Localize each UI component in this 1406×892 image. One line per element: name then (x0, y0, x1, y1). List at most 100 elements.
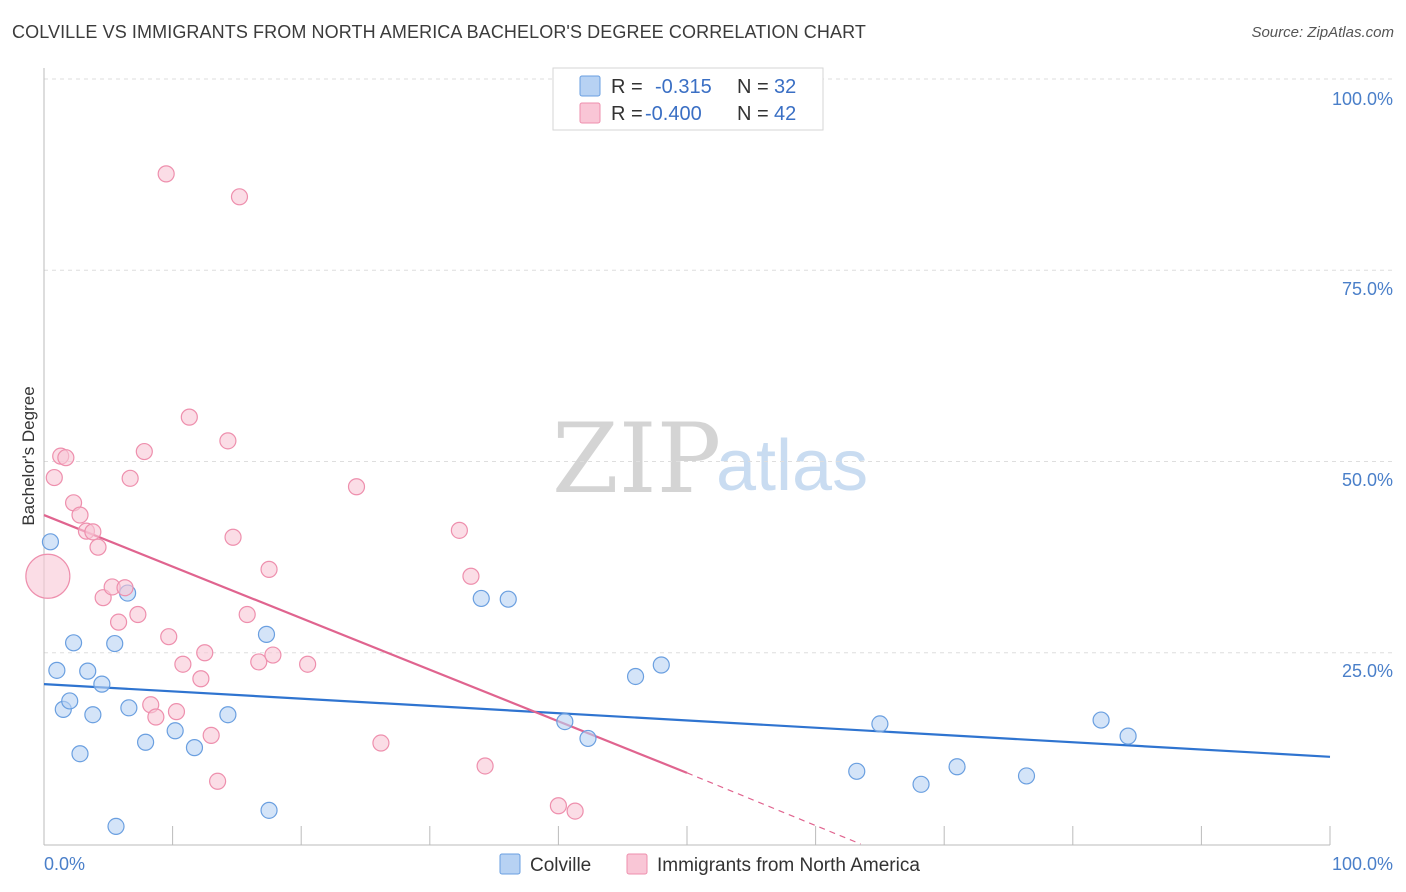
colville-point (106, 634, 124, 653)
y-axis-label: Bachelor's Degree (19, 386, 38, 525)
immigrants-point (89, 538, 107, 556)
colville-point (260, 801, 278, 819)
chart-title: COLVILLE VS IMMIGRANTS FROM NORTH AMERIC… (12, 22, 866, 42)
colville-point (41, 533, 60, 551)
legend-n-label-colville: N = (737, 76, 769, 98)
y-tick-label-100: 100.0% (1332, 89, 1393, 109)
bottom-legend-swatch-immigrants (626, 853, 648, 875)
colville-point (948, 758, 966, 776)
immigrants-point (264, 646, 282, 664)
x-tick-label-min: 0.0% (44, 854, 85, 874)
bottom-legend-label-immigrants: Immigrants from North America (657, 855, 920, 876)
immigrants-point (192, 670, 210, 688)
legend-n-label-immigrants: N = (737, 103, 769, 125)
colville-point (626, 667, 645, 686)
legend-r-label-immigrants: R = (611, 103, 643, 125)
colville-point (472, 589, 490, 608)
immigrants-point (180, 408, 198, 426)
colville-point (185, 739, 204, 757)
immigrants-point (372, 734, 390, 752)
colville-point (848, 762, 866, 780)
immigrants-point (566, 802, 584, 820)
colville-point (48, 661, 66, 679)
legend-r-label-colville: R = (611, 76, 643, 98)
bottom-legend-label-colville: Colville (530, 855, 591, 876)
trendlines (43, 514, 1331, 845)
y-tick-label-75: 75.0% (1342, 279, 1393, 299)
immigrants-point (84, 523, 102, 541)
legend-box: R = -0.315 N = 32 R = -0.400 N = 42 (552, 67, 824, 131)
colville-point (136, 733, 155, 751)
legend-n-value-immigrants: 42 (774, 103, 796, 125)
immigrants-point (147, 708, 165, 726)
colville-point (871, 715, 889, 733)
immigrants-point (121, 469, 139, 487)
colville-point (219, 706, 237, 724)
colville-point (120, 699, 138, 717)
immigrants-trendline (43, 514, 688, 774)
immigrants-point (209, 772, 227, 790)
immigrants-point (196, 644, 214, 662)
colville-point (1017, 767, 1036, 785)
immigrants-point (219, 432, 237, 450)
immigrants-point (250, 653, 268, 671)
immigrants-point (71, 506, 89, 524)
immigrants-point (157, 165, 175, 183)
immigrants-point (299, 655, 317, 673)
legend-r-value-colville: -0.315 (655, 76, 712, 98)
immigrants-point (202, 726, 220, 744)
colville-point (79, 662, 97, 680)
x-tick-label-max: 100.0% (1332, 854, 1393, 874)
colville-point (93, 675, 111, 693)
legend-r-value-immigrants: -0.400 (645, 103, 702, 125)
y-tick-label-50: 50.0% (1342, 470, 1393, 490)
colville-point (556, 712, 574, 731)
colville-point (499, 590, 517, 608)
immigrants-point (116, 579, 134, 597)
immigrants-point (230, 188, 249, 206)
immigrants-trendline-dashed (686, 772, 861, 845)
colville-point (1119, 727, 1137, 745)
colville-point (912, 775, 930, 793)
immigrants-point (160, 628, 178, 646)
y-tick-label-25: 25.0% (1342, 661, 1393, 681)
data-points (25, 165, 1137, 836)
bottom-legend-swatch-colville (499, 853, 521, 875)
immigrants-point (45, 468, 63, 487)
immigrants-point (167, 703, 186, 721)
colville-point (64, 634, 83, 652)
gridlines (44, 78, 1393, 654)
colville-trendline (43, 683, 1331, 758)
immigrants-point (25, 553, 71, 599)
immigrants-point (549, 797, 568, 815)
bottom-legend: Colville Immigrants from North America (499, 853, 920, 876)
immigrants-point (129, 605, 147, 624)
immigrants-point (224, 528, 242, 546)
watermark-zip: ZIP (552, 403, 721, 515)
colville-point (166, 722, 184, 740)
immigrants-point (238, 605, 256, 624)
colville-point (257, 625, 276, 643)
legend-n-value-colville: 32 (774, 76, 796, 98)
colville-point (652, 656, 670, 674)
immigrants-point (109, 613, 128, 631)
immigrants-point (174, 655, 192, 673)
immigrants-point (462, 567, 480, 585)
immigrants-point (476, 757, 494, 775)
watermark-atlas: atlas (716, 426, 868, 506)
colville-point (71, 745, 89, 763)
legend-swatch-immigrants (579, 102, 601, 124)
colville-point (1092, 711, 1110, 729)
colville-point (107, 817, 125, 836)
legend-swatch-colville (579, 75, 601, 97)
colville-point (579, 729, 597, 748)
source-label: Source: ZipAtlas.com (1251, 24, 1394, 41)
immigrants-point (347, 478, 366, 496)
colville-point (84, 706, 102, 724)
axes (43, 68, 1331, 846)
immigrants-point (135, 442, 153, 461)
colville-point (61, 692, 79, 710)
immigrants-point (450, 521, 468, 539)
immigrants-point (260, 560, 278, 578)
